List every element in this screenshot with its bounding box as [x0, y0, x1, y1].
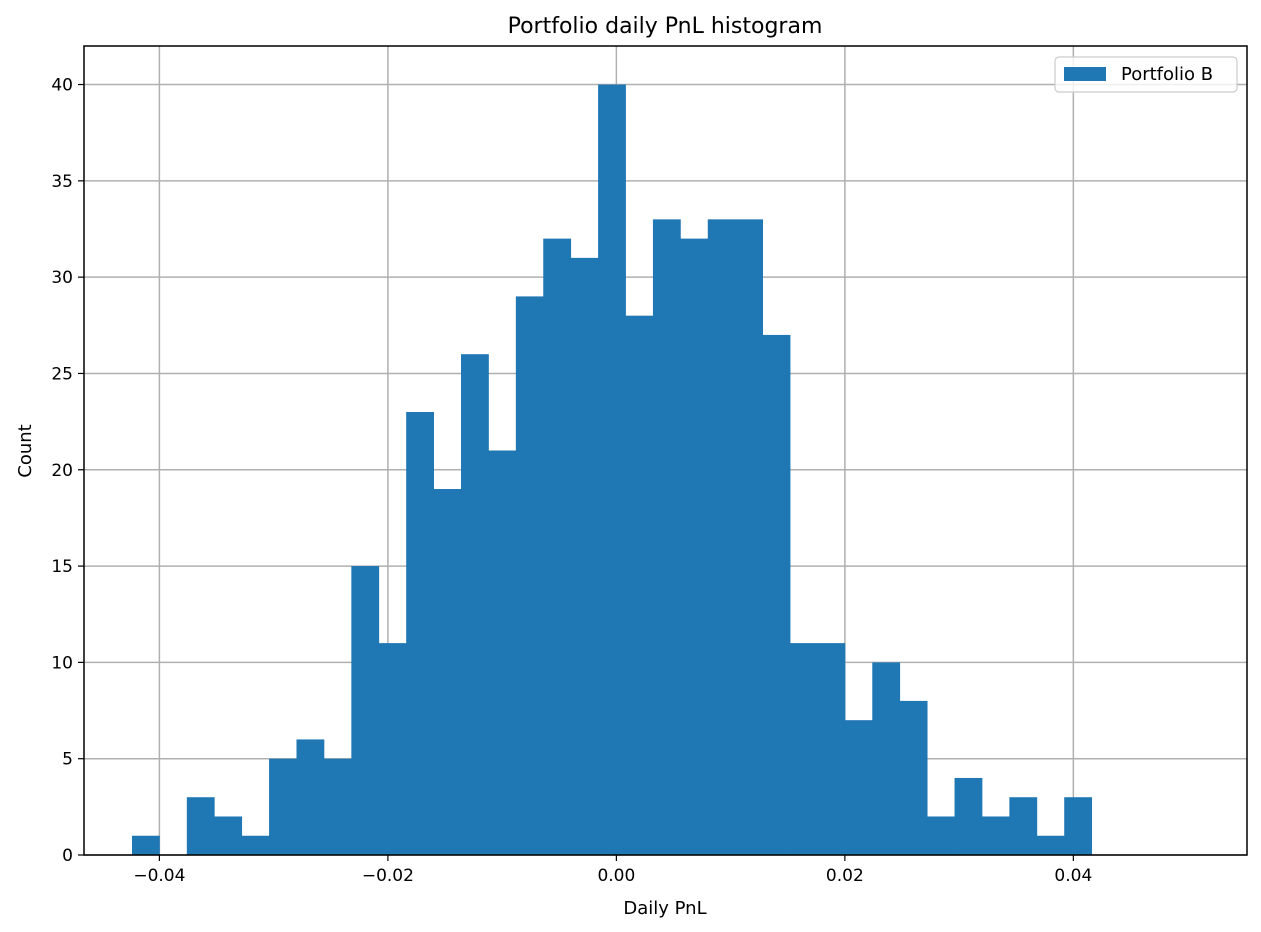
- histogram-bar: [433, 489, 462, 855]
- legend-swatch-portfolio-b: [1064, 67, 1106, 81]
- x-tick-label: −0.04: [133, 866, 185, 886]
- y-tick-label: 20: [51, 461, 73, 481]
- histogram-bar: [598, 84, 626, 856]
- histogram-bar: [296, 739, 325, 855]
- histogram-bar: [790, 643, 818, 855]
- histogram-bar: [1009, 797, 1038, 855]
- histogram-bar: [570, 257, 599, 855]
- histogram-bar: [378, 643, 407, 855]
- y-tick-label: 30: [51, 268, 73, 288]
- y-tick-label: 5: [62, 750, 73, 770]
- legend: Portfolio B: [1054, 56, 1238, 93]
- axis-ticks: −0.04 −0.02 0.00 0.02 0.04 0 5 10 15 20 25 30 35 40: [51, 76, 1092, 886]
- histogram-bar: [543, 238, 572, 856]
- x-tick-label: 0.00: [597, 866, 635, 886]
- histogram-bar: [351, 566, 380, 855]
- legend-label-portfolio-b: Portfolio B: [1121, 64, 1213, 85]
- histogram-bar: [461, 354, 489, 855]
- histogram-bar: [735, 219, 764, 855]
- histogram-bar: [1064, 797, 1093, 855]
- plot-frame: [83, 45, 1248, 856]
- x-tick-label: 0.04: [1054, 866, 1092, 886]
- histogram-bar: [844, 720, 873, 855]
- histogram-bars: [131, 84, 1093, 856]
- histogram-bar: [186, 797, 215, 855]
- y-tick-label: 25: [51, 364, 73, 384]
- histogram-bar: [214, 816, 243, 855]
- x-axis-label: Daily PnL: [623, 898, 706, 919]
- histogram-bar: [899, 700, 928, 855]
- histogram-bar: [680, 238, 709, 856]
- histogram-bar: [515, 296, 544, 855]
- histogram-bar: [131, 835, 160, 855]
- y-tick-label: 40: [51, 76, 73, 96]
- x-tick-label: 0.02: [826, 866, 864, 886]
- histogram-bar: [241, 835, 270, 855]
- histogram-bar: [625, 315, 654, 856]
- y-tick-label: 15: [51, 557, 73, 577]
- chart-title: Portfolio daily PnL histogram: [508, 14, 823, 39]
- legend-box: [1054, 56, 1238, 93]
- histogram-bar: [817, 643, 846, 855]
- y-tick-label: 10: [51, 653, 73, 673]
- histogram-bar: [488, 450, 517, 855]
- histogram-bar: [406, 411, 434, 855]
- histogram-bar: [707, 219, 736, 855]
- histogram-bar: [954, 777, 983, 855]
- histogram-bar: [872, 662, 901, 855]
- y-tick-label: 0: [62, 846, 73, 866]
- histogram-bar: [269, 758, 297, 855]
- histogram-bar: [652, 219, 681, 855]
- x-tick-label: −0.02: [362, 866, 414, 886]
- histogram-bar: [981, 816, 1010, 855]
- y-tick-label: 35: [51, 172, 73, 192]
- histogram-bar: [1036, 835, 1065, 855]
- histogram-bar: [927, 816, 955, 855]
- histogram-bar: [762, 334, 791, 855]
- histogram-bar: [323, 758, 352, 855]
- y-axis-label: Count: [15, 424, 36, 477]
